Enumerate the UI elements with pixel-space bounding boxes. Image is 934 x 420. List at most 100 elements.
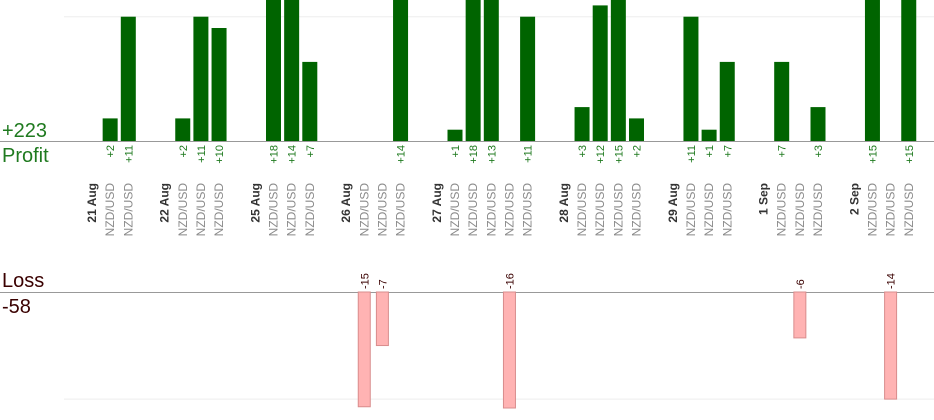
profit-bar <box>302 61 318 141</box>
loss-value-label: -14 <box>886 273 898 289</box>
symbol-label: NZD/USD <box>212 183 226 237</box>
symbol-label: NZD/USD <box>702 183 716 237</box>
profit-value-label: +15 <box>904 145 916 164</box>
loss-bar <box>502 291 516 409</box>
loss-value-label: -16 <box>504 273 516 289</box>
date-label: 2 Sep <box>847 183 861 215</box>
loss-label: Loss <box>2 270 45 292</box>
date-label: 28 Aug <box>557 183 571 223</box>
profit-bar <box>520 16 536 142</box>
symbol-label: NZD/USD <box>811 183 825 237</box>
symbol-label: NZD/USD <box>593 183 607 237</box>
symbol-label: NZD/USD <box>357 183 371 237</box>
profit-bar <box>175 118 191 141</box>
date-label: 27 Aug <box>430 183 444 223</box>
loss-bar <box>884 291 898 400</box>
symbol-label: NZD/USD <box>502 183 516 237</box>
profit-bar <box>610 0 626 141</box>
profit-bar <box>102 118 118 141</box>
profit-value-label: +18 <box>468 145 480 164</box>
symbol-label: NZD/USD <box>194 183 208 237</box>
profit-bar <box>683 16 699 142</box>
symbol-label: NZD/USD <box>484 183 498 237</box>
symbol-label: NZD/USD <box>521 183 535 237</box>
symbol-label: NZD/USD <box>448 183 462 237</box>
profit-bar <box>465 0 481 141</box>
profit-bar <box>284 0 300 141</box>
symbol-label: NZD/USD <box>902 183 916 237</box>
symbol-label: NZD/USD <box>793 183 807 237</box>
profit-value-label: +15 <box>613 145 625 164</box>
date-label: 29 Aug <box>666 183 680 223</box>
grid-lines <box>0 16 934 400</box>
symbol-label: NZD/USD <box>267 183 281 237</box>
profit-bar <box>901 0 917 141</box>
symbol-label: NZD/USD <box>394 183 408 237</box>
profit-value-label: +13 <box>486 145 498 164</box>
profit-value-label: +2 <box>632 145 644 158</box>
profit-bar <box>574 107 590 141</box>
symbol-label: NZD/USD <box>285 183 299 237</box>
profit-bar <box>266 0 281 141</box>
loss-bar <box>375 291 389 347</box>
profit-value-label: +12 <box>595 145 607 164</box>
symbol-label: NZD/USD <box>375 183 389 237</box>
profit-value-label: +3 <box>577 145 589 158</box>
symbol-label: NZD/USD <box>466 183 480 237</box>
symbol-label: NZD/USD <box>176 183 190 237</box>
profit-bar <box>393 0 409 141</box>
symbol-label: NZD/USD <box>630 183 644 237</box>
profit-value-label: +11 <box>523 145 535 163</box>
category-labels: 21 Aug NZD/USD +2 NZD/USD +11 22 Aug NZD/USD +2… <box>85 145 916 289</box>
loss-total: -58 <box>2 296 31 318</box>
date-label: 25 Aug <box>248 183 262 223</box>
profit-bar <box>193 16 209 142</box>
date-label: 22 Aug <box>158 183 172 223</box>
profit-bar <box>592 5 608 142</box>
symbol-label: NZD/USD <box>611 183 625 237</box>
profit-value-label: +14 <box>396 145 408 164</box>
date-label: 21 Aug <box>85 183 99 223</box>
profit-bar <box>120 16 136 142</box>
symbol-label: NZD/USD <box>121 183 135 237</box>
profit-bar <box>447 129 463 141</box>
profit-bar <box>629 118 644 141</box>
loss-bar <box>793 291 807 339</box>
loss-bars <box>357 291 898 409</box>
profit-label: Profit <box>2 145 49 167</box>
loss-value-label: -6 <box>795 279 807 289</box>
profit-bars <box>102 0 917 142</box>
profit-value-label: +7 <box>722 145 734 158</box>
profit-bar <box>483 0 499 141</box>
symbol-label: NZD/USD <box>575 183 589 237</box>
profit-value-label: +2 <box>105 145 117 158</box>
loss-value-label: -15 <box>359 273 371 289</box>
symbol-label: NZD/USD <box>684 183 698 237</box>
profit-value-label: +14 <box>287 145 299 164</box>
loss-bar <box>357 291 371 408</box>
symbol-label: NZD/USD <box>884 183 898 237</box>
profit-value-label: +10 <box>214 145 226 164</box>
profit-bar <box>701 129 717 141</box>
date-label: 1 Sep <box>757 183 771 215</box>
symbol-label: NZD/USD <box>103 183 117 237</box>
symbol-label: NZD/USD <box>720 183 734 237</box>
profit-total: +223 <box>2 120 48 142</box>
profit-value-label: +7 <box>305 145 317 158</box>
profit-value-label: +1 <box>450 145 462 158</box>
profit-bar <box>774 61 790 141</box>
profit-value-label: +2 <box>178 145 190 158</box>
symbol-label: NZD/USD <box>775 183 789 237</box>
profit-value-label: +7 <box>777 145 789 158</box>
symbol-label: NZD/USD <box>303 183 317 237</box>
profit-value-label: +11 <box>123 145 135 163</box>
profit-value-label: +15 <box>867 145 879 164</box>
date-label: 26 Aug <box>339 183 353 223</box>
profit-value-label: +18 <box>269 145 281 164</box>
profit-value-label: +1 <box>704 145 716 158</box>
loss-value-label: -7 <box>377 279 389 289</box>
profit-value-label: +3 <box>813 145 825 158</box>
profit-bar <box>211 28 227 141</box>
profit-bar <box>864 0 880 141</box>
